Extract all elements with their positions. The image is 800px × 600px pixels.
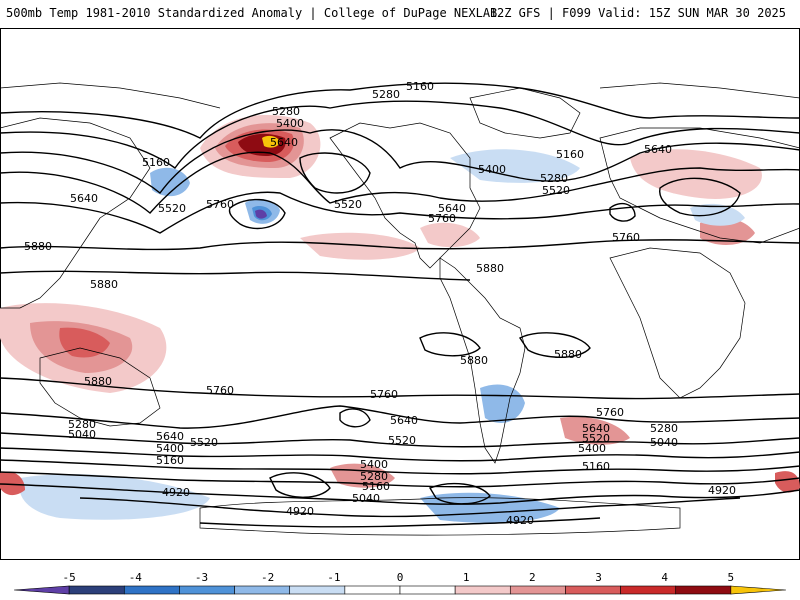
colorbar-segment [13, 585, 70, 595]
contour-label: 5760 [206, 198, 234, 211]
colorbar-ticks: -5 -4 -3 -2 -1 0 1 2 3 4 5 [63, 571, 735, 584]
contour-label: 5760 [206, 384, 234, 397]
contour-label: 5640 [156, 430, 184, 443]
colorbar-tick-label: 4 [661, 571, 668, 584]
contour-label: 5280 [68, 418, 96, 431]
contour-label: 5520 [334, 198, 362, 211]
colorbar-tick-label: -3 [195, 571, 208, 584]
map-title: 500mb Temp 1981-2010 Standardized Anomal… [6, 6, 498, 20]
colorbar-segment [565, 585, 621, 595]
contour-label: 5760 [612, 231, 640, 244]
contour-label: 5640 [390, 414, 418, 427]
colorbar-tick-label: -1 [327, 571, 340, 584]
contour-label: 4920 [506, 514, 534, 527]
colorbar-segment [234, 585, 291, 595]
colorbar-segments [13, 585, 787, 595]
contour-label: 5520 [582, 432, 610, 445]
colorbar-tick-label: 3 [595, 571, 602, 584]
colorbar-segment [509, 585, 566, 595]
contour-label: 5880 [476, 262, 504, 275]
contour-label: 5400 [360, 458, 388, 471]
contour-label: 5280 [372, 88, 400, 101]
contour-label: 5640 [438, 202, 466, 215]
colorbar-segment [179, 585, 235, 595]
contour-label: 5160 [142, 156, 170, 169]
contour-label: 5160 [582, 460, 610, 473]
contour-label: 5040 [650, 436, 678, 449]
colorbar-tick-label: 1 [463, 571, 470, 584]
land-outlines [0, 82, 800, 536]
contour-label: 5040 [68, 428, 96, 441]
contour-label: 5880 [554, 348, 582, 361]
colorbar-tick-label: 2 [529, 571, 536, 584]
contour-label: 5520 [542, 184, 570, 197]
contour-label: 5520 [190, 436, 218, 449]
contour-label: 5640 [70, 192, 98, 205]
colorbar-segment [620, 585, 677, 595]
colorbar-segment [123, 585, 180, 595]
contour-label: 5880 [24, 240, 52, 253]
contour-label: 5160 [156, 454, 184, 467]
contour-label: 5400 [578, 442, 606, 455]
contour-label: 5520 [158, 202, 186, 215]
contour-label: 5760 [596, 406, 624, 419]
height-contours [0, 82, 800, 528]
contour-label: 5520 [388, 434, 416, 447]
contour-label: 5640 [582, 422, 610, 435]
colorbar: -5 -4 -3 -2 -1 0 1 2 3 4 5 [13, 571, 787, 595]
model-run-info: 12Z GFS | F099 Valid: 15Z SUN MAR 30 202… [489, 6, 786, 20]
contour-label: 5280 [540, 172, 568, 185]
colorbar-tick-label: -5 [63, 571, 76, 584]
contour-label: 4920 [708, 484, 736, 497]
contour-label: 5280 [272, 105, 300, 118]
colorbar-tick-label: -4 [129, 571, 143, 584]
colorbar-segment [68, 585, 125, 595]
contour-labels: 5160 5280 5280 5400 5640 5160 5520 5640 … [24, 80, 736, 527]
contour-label: 5160 [556, 148, 584, 161]
contour-label: 5640 [644, 143, 672, 156]
colorbar-segment [289, 585, 346, 595]
contour-label: 5040 [352, 492, 380, 505]
colorbar-tick-label: 5 [728, 571, 735, 584]
colorbar-tick-label: -2 [261, 571, 274, 584]
contour-label: 5280 [360, 470, 388, 483]
contour-label: 5400 [156, 442, 184, 455]
contour-label: 5400 [478, 163, 506, 176]
contour-label: 5880 [460, 354, 488, 367]
colorbar-segment [675, 585, 732, 595]
contour-label: 5760 [370, 388, 398, 401]
contour-label: 5400 [276, 117, 304, 130]
contour-label: 4920 [286, 505, 314, 518]
colorbar-segment [344, 585, 401, 595]
colorbar-segment [730, 585, 787, 595]
contour-label: 5160 [406, 80, 434, 93]
colorbar-segment [454, 585, 511, 595]
contour-label: 5280 [650, 422, 678, 435]
anomaly-map: 5160 5280 5280 5400 5640 5160 5520 5640 … [0, 28, 800, 560]
contour-label: 4920 [162, 486, 190, 499]
colorbar-segment [399, 585, 456, 595]
contour-label: 5160 [362, 480, 390, 493]
contour-label: 5640 [270, 136, 298, 149]
contour-label: 5880 [90, 278, 118, 291]
contour-label: 5880 [84, 375, 112, 388]
colorbar-tick-label: 0 [397, 571, 404, 584]
contour-label: 5760 [428, 212, 456, 225]
